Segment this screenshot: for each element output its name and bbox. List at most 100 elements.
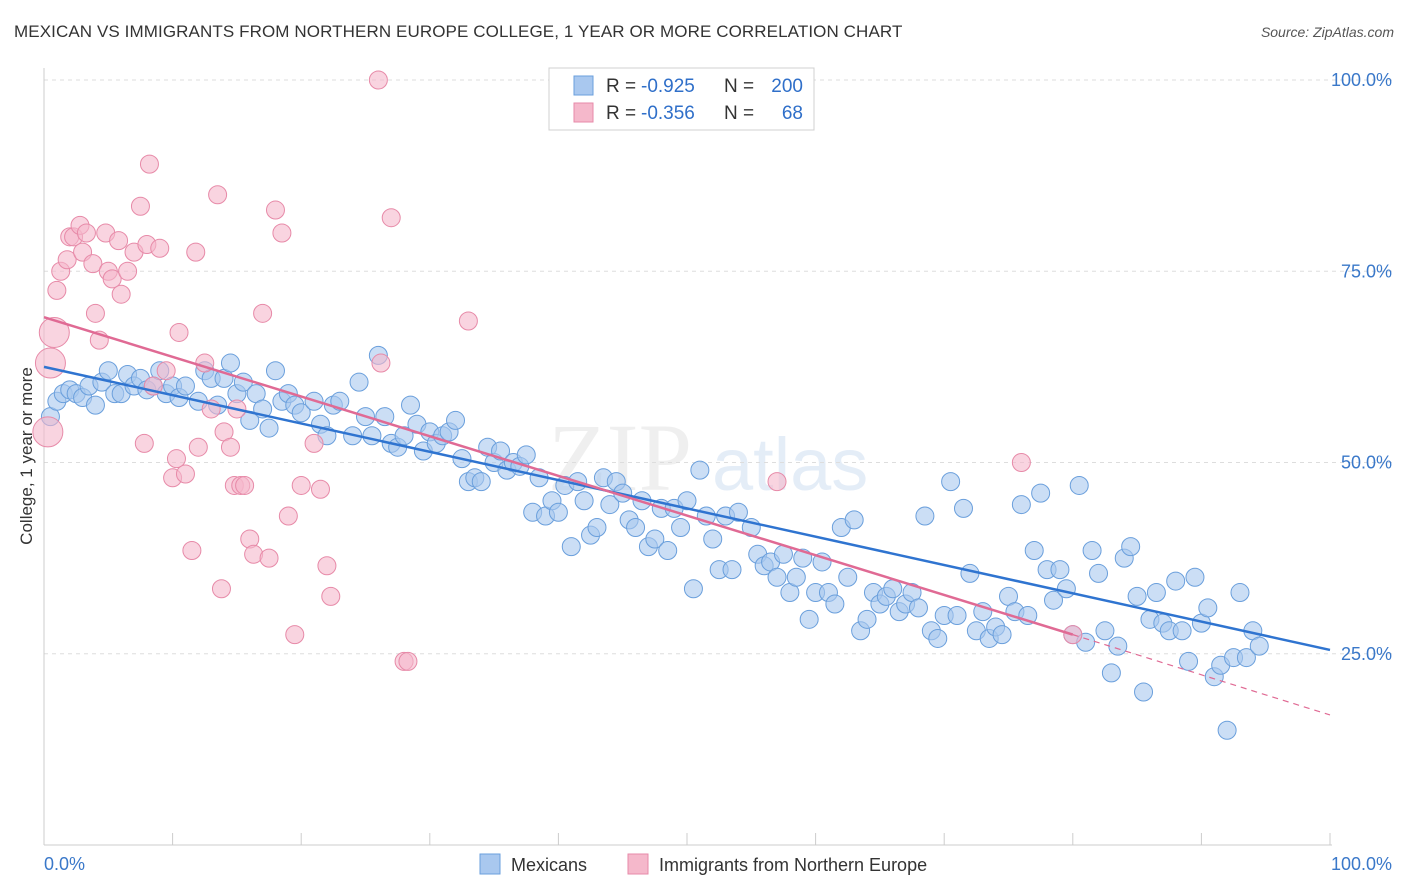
mexicans-point	[941, 472, 961, 492]
northern-europe-point	[47, 280, 67, 300]
northern-europe-point	[182, 540, 202, 560]
y-axis-label: College, 1 year or more	[17, 367, 36, 545]
mexicans-point	[825, 594, 845, 614]
mexicans-point	[1179, 651, 1199, 671]
mexicans-point	[1011, 495, 1031, 515]
mexicans-point	[1230, 583, 1250, 603]
northern-europe-point	[220, 437, 240, 457]
mexicans-point	[799, 609, 819, 629]
legend-swatch-northern-europe	[573, 102, 594, 123]
mexicans-point	[838, 567, 858, 587]
mexicans-point	[658, 540, 678, 560]
northern-europe-point	[458, 311, 478, 331]
mexicans-point	[1095, 621, 1115, 641]
mexicans-point	[574, 491, 594, 511]
mexicans-point	[928, 628, 948, 648]
legend-n-label-1: N =	[724, 76, 754, 97]
legend-r-label-2: R =	[606, 103, 636, 124]
northern-europe-point	[118, 261, 138, 281]
mexicans-point	[291, 403, 311, 423]
mexicans-point	[844, 510, 864, 530]
mexicans-point	[728, 502, 748, 522]
northern-europe-point	[398, 651, 418, 671]
northern-europe-point	[32, 416, 64, 448]
mexicans-point	[1024, 540, 1044, 560]
trend-line-northern-europe	[43, 315, 1074, 636]
legend-n-value-2: 68	[782, 103, 803, 124]
northern-europe-point	[381, 208, 401, 228]
northern-europe-point	[111, 284, 131, 304]
mexicans-point	[992, 625, 1012, 645]
mexicans-point	[915, 506, 935, 526]
northern-europe-point	[310, 479, 330, 499]
mexicans-point	[690, 460, 710, 480]
mexicans-point	[1166, 571, 1186, 591]
northern-europe-point	[166, 449, 186, 469]
mexicans-point	[265, 361, 285, 381]
mexicans-point	[1101, 663, 1121, 683]
legend-n-value-1: 200	[771, 76, 803, 97]
legend-swatch-mexicans	[573, 75, 594, 96]
northern-europe-point	[321, 586, 341, 606]
northern-europe-point	[156, 361, 176, 381]
legend-n-label-2: N =	[724, 103, 754, 124]
mexicans-point	[548, 502, 568, 522]
legend-r-value-2: -0.356	[641, 103, 695, 124]
northern-europe-point	[208, 185, 228, 205]
mexicans-point	[446, 410, 466, 430]
mexicans-point	[947, 606, 967, 625]
legend-r-label-1: R =	[606, 76, 636, 97]
chart-title: MEXICAN VS IMMIGRANTS FROM NORTHERN EURO…	[14, 22, 903, 41]
northern-europe-point	[38, 316, 70, 348]
northern-europe-point	[130, 196, 150, 216]
mexicans-point	[362, 426, 382, 446]
bottom-legend-swatch-mexicans	[479, 853, 501, 875]
mexicans-point	[1172, 621, 1192, 641]
mexicans-point	[722, 560, 742, 580]
mexicans-point	[98, 361, 118, 381]
mexicans-point	[1217, 720, 1237, 740]
northern-europe-point	[83, 254, 103, 274]
northern-europe-point	[304, 433, 324, 453]
mexicans-point	[1121, 537, 1141, 557]
mexicans-point	[259, 418, 279, 438]
northern-europe-point	[317, 556, 337, 576]
bottom-legend-label-mexicans: Mexicans	[511, 855, 587, 875]
northern-europe-point	[57, 250, 77, 270]
mexicans-point	[960, 563, 980, 583]
y-tick-labels: 25.0% 50.0% 75.0% 100.0%	[1331, 70, 1392, 664]
mexicans-point	[671, 518, 691, 538]
northern-europe-point	[265, 200, 285, 220]
bottom-legend-label-northern-europe: Immigrants from Northern Europe	[659, 855, 927, 875]
mexicans-point	[786, 567, 806, 587]
northern-europe-point	[767, 472, 787, 492]
mexicans-point	[1082, 540, 1102, 560]
mexicans-point	[516, 445, 536, 465]
source-label: Source: ZipAtlas.com	[1260, 24, 1394, 40]
mexicans-point	[883, 579, 903, 599]
northern-europe-point	[278, 506, 298, 526]
y-tick-label-75: 75.0%	[1341, 261, 1392, 281]
mexicans-point	[394, 426, 414, 446]
trend-line-mexicans	[43, 365, 1331, 652]
y-tick-label-100: 100.0%	[1331, 70, 1392, 90]
northern-europe-point	[371, 353, 391, 373]
x-tick-label-max: 100.0%	[1331, 854, 1392, 874]
mexicans-point	[1198, 598, 1218, 618]
northern-europe-point	[134, 433, 154, 453]
mexicans-point	[703, 529, 723, 549]
y-tick-label-50: 50.0%	[1341, 453, 1392, 473]
correlation-legend: R = -0.925 N = 200 R = -0.356 N = 68	[548, 67, 815, 131]
northern-europe-point	[285, 625, 305, 645]
mexicans-point	[626, 518, 646, 538]
mexicans-point	[175, 376, 195, 396]
mexicans-point	[600, 495, 620, 515]
northern-europe-point	[139, 154, 159, 174]
mexicans-point	[677, 491, 697, 511]
northern-europe-point	[253, 303, 273, 323]
mexicans-point	[908, 598, 928, 618]
mexicans-point	[220, 353, 240, 373]
northern-europe-point	[150, 238, 170, 258]
northern-europe-point	[102, 269, 122, 289]
